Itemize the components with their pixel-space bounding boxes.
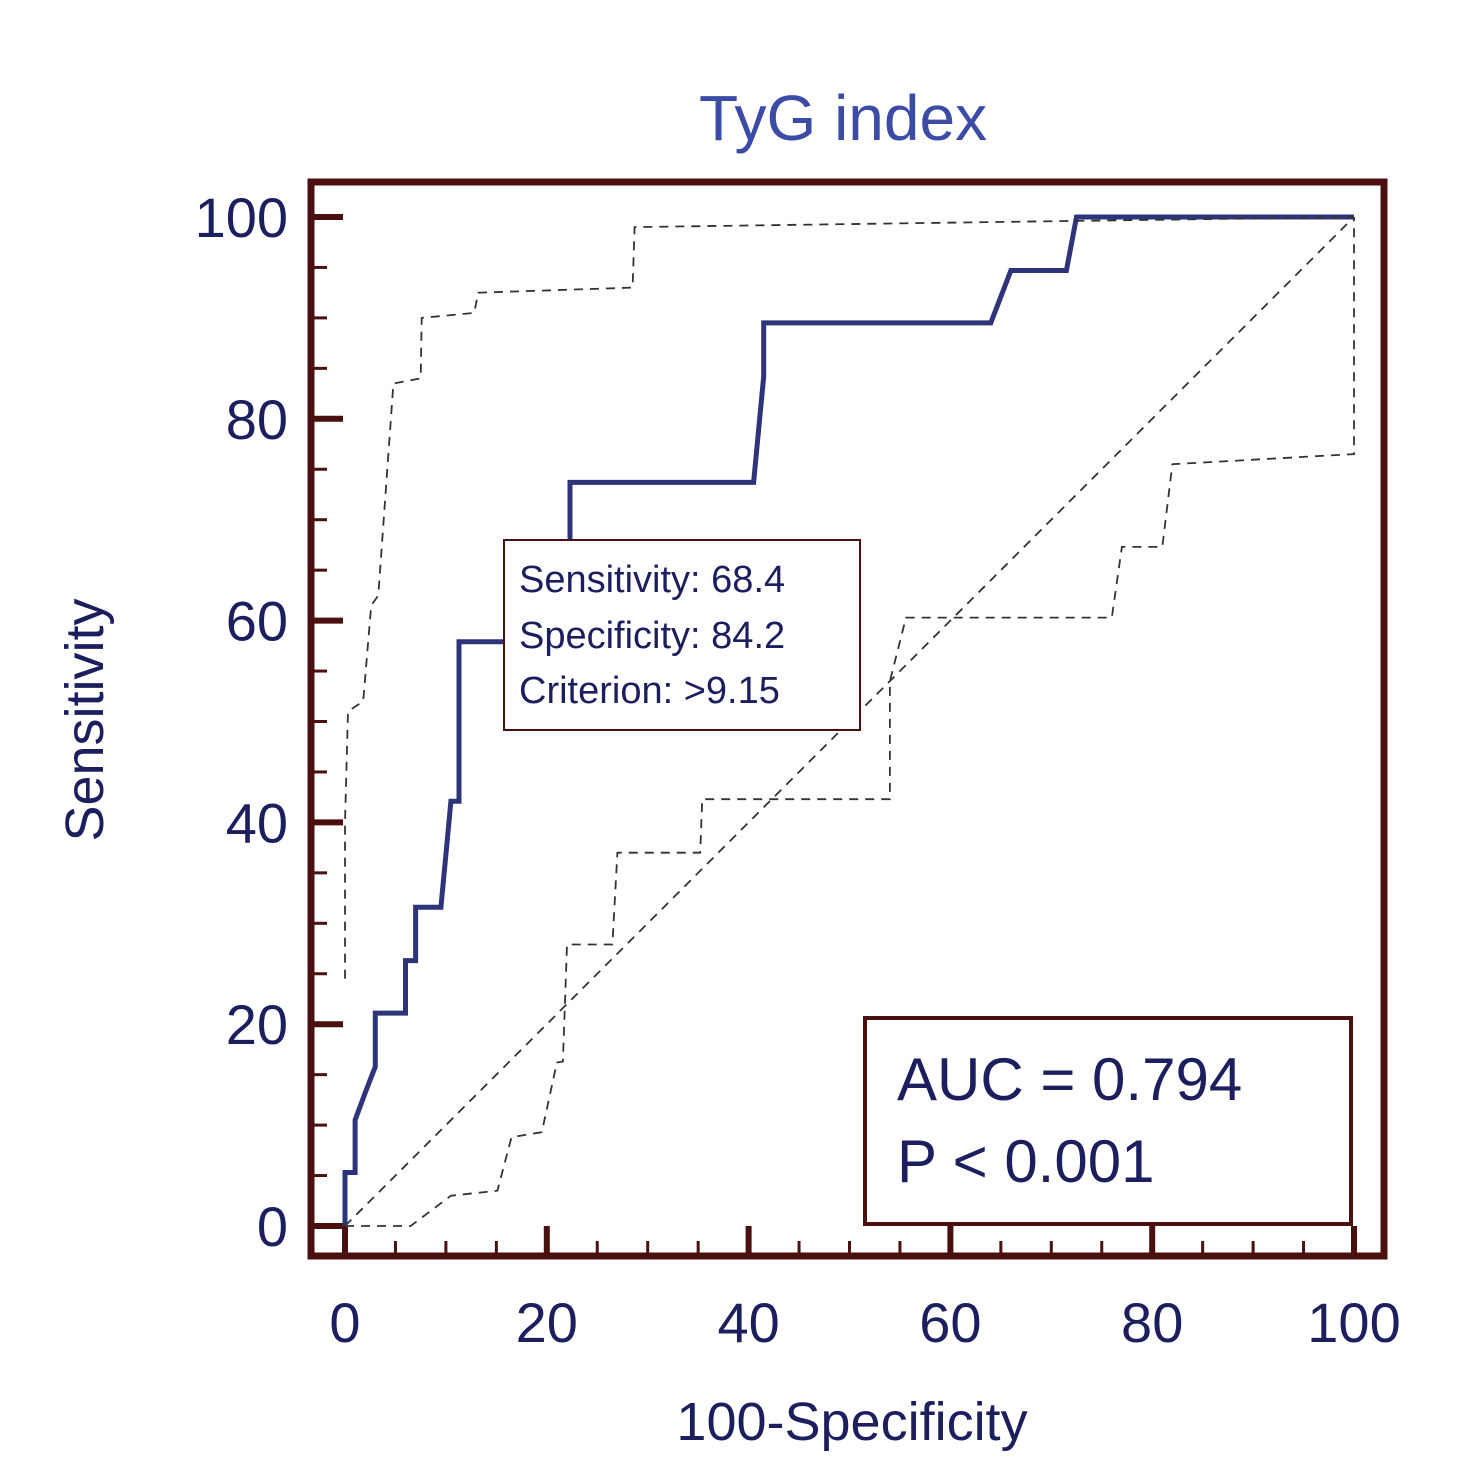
criterion-value: Criterion: >9.15: [519, 670, 780, 712]
stats-box-frame: [863, 1016, 1353, 1226]
y-tick-label: 20: [226, 993, 288, 1056]
chart-title: TyG index: [699, 82, 987, 154]
stats-box: AUC = 0.794 P < 0.001: [863, 1016, 1353, 1226]
plot-frame: [307, 178, 1388, 1260]
tick-labels: 0 20 40 60 80 100 0 20 40 60 80 100: [195, 186, 1401, 1354]
y-axis-label: Sensitivity: [55, 598, 115, 841]
x-tick-label: 0: [329, 1291, 360, 1354]
x-tick-label: 20: [516, 1291, 578, 1354]
y-tick-label: 100: [195, 186, 288, 249]
y-tick-label: 60: [226, 590, 288, 653]
x-tick-label: 60: [919, 1291, 981, 1354]
auc-value: AUC = 0.794: [897, 1046, 1242, 1113]
axis-ticks: [311, 214, 1357, 1256]
criterion-sensitivity: Sensitivity: 68.4: [519, 559, 785, 601]
criterion-box-frame: [503, 539, 861, 731]
plot-border: [307, 178, 1388, 1260]
upper-confidence-bound-line: [344, 216, 1355, 979]
x-tick-label: 40: [717, 1291, 779, 1354]
x-tick-label: 80: [1121, 1291, 1183, 1354]
y-tick-label: 80: [226, 388, 288, 451]
criterion-specificity: Specificity: 84.2: [519, 615, 785, 657]
roc-curve-line: [342, 214, 1354, 1226]
y-tick-label: 40: [226, 791, 288, 854]
x-tick-label: 100: [1307, 1291, 1400, 1354]
criterion-box: Sensitivity: 68.4 Specificity: 84.2 Crit…: [503, 539, 861, 731]
reference-line-line: [344, 216, 1355, 1227]
x-axis-label: 100-Specificity: [676, 1392, 1027, 1452]
y-tick-label: 0: [257, 1195, 288, 1258]
p-value: P < 0.001: [897, 1128, 1154, 1195]
series-group: [342, 214, 1355, 1227]
